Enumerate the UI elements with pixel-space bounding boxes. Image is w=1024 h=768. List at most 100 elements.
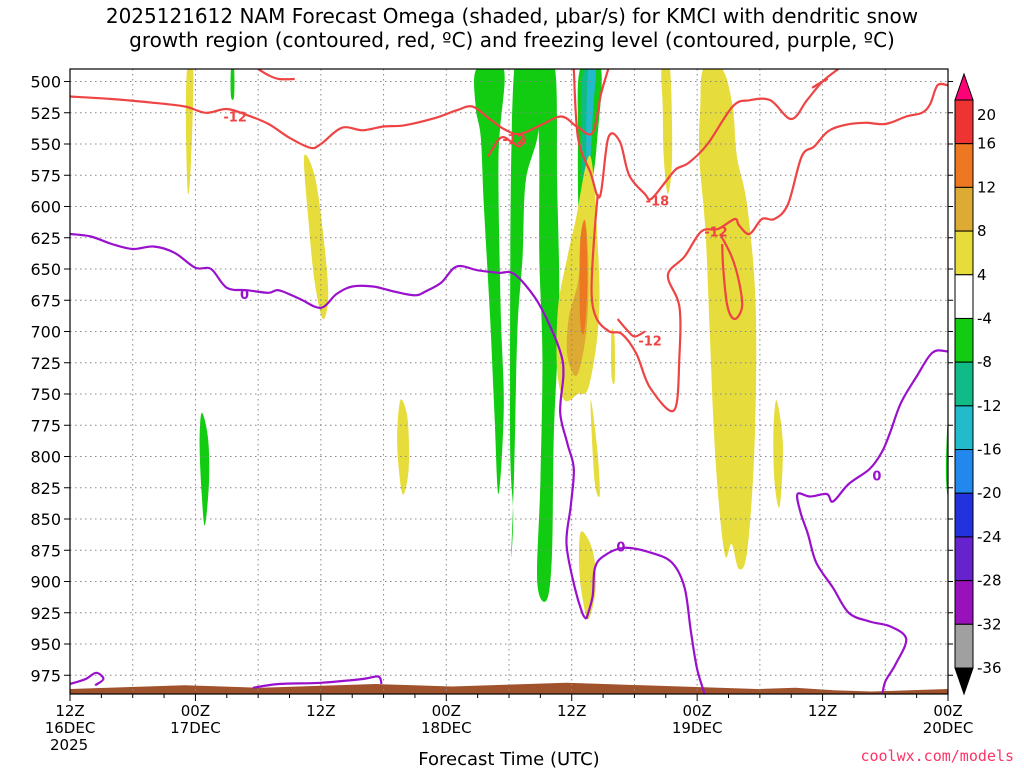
dgz-contour-red-label: -12	[502, 133, 526, 148]
y-tick-label: 975	[30, 666, 61, 685]
colorbar-label: -8	[977, 353, 992, 371]
x-tick-label: 00Z	[181, 702, 210, 720]
y-tick-label: 625	[30, 229, 61, 248]
omega-shaded-region	[579, 219, 588, 335]
colorbar-label: -4	[977, 310, 992, 328]
dgz-contour-red-label: -12	[638, 334, 662, 349]
colorbar-label: 20	[977, 106, 996, 124]
contour-layer	[70, 69, 948, 694]
omega-shaded-region	[509, 69, 541, 558]
colorbar-swatch	[954, 580, 974, 625]
chart-title-line2: growth region (contoured, red, ºC) and f…	[129, 28, 895, 52]
freezing-level-contour-purple	[70, 671, 105, 687]
x-tick-label: 12Z	[557, 702, 586, 720]
x-tick-label: 12Z	[808, 702, 837, 720]
gridlines	[69, 69, 949, 694]
freezing-level-contour-purple-label: 0	[240, 288, 249, 303]
x-axis-label: Forecast Time (UTC)	[418, 749, 599, 768]
colorbar-label: -16	[977, 441, 1002, 459]
chart-title-line1: 2025121612 NAM Forecast Omega (shaded, μ…	[105, 4, 919, 28]
colorbar-label: -12	[977, 397, 1002, 415]
omega-shaded-region	[611, 328, 615, 385]
omega-shaded-region	[661, 69, 673, 194]
y-tick-label: 900	[30, 573, 61, 592]
omega-shaded-region	[230, 69, 235, 100]
colorbar-swatch	[954, 317, 974, 363]
y-tick-label: 850	[30, 510, 61, 529]
x-tick-label: 12Z	[55, 702, 84, 720]
omega-shaded-region	[397, 399, 410, 495]
dgz-contour-red	[70, 69, 610, 150]
x-tick-label: 2025	[50, 736, 88, 754]
terrain-layer	[70, 682, 948, 694]
freezing-level-contour-purple	[795, 349, 948, 694]
contour-labels: -12 -12 -18 -12 -12 0 0 0	[223, 111, 881, 556]
y-tick-label: 950	[30, 635, 61, 654]
omega-shaded-region	[303, 154, 329, 320]
freezing-level-contour-purple-label: 0	[616, 541, 625, 556]
omega-shaded-region	[537, 69, 560, 602]
colorbar-label: -28	[977, 572, 1002, 590]
dgz-contour-red	[616, 318, 646, 338]
colorbar: 20 16 12 8 4 -4 -8 -12 -16 -20 -24 -28 -32 -36	[954, 72, 1002, 696]
y-tick-label: 575	[30, 166, 61, 185]
y-tick-label: 650	[30, 260, 61, 279]
x-tick-label: 00Z	[933, 702, 962, 720]
colorbar-swatch	[954, 143, 974, 188]
dgz-contour-red	[487, 136, 527, 158]
x-tick-label: 00Z	[682, 702, 711, 720]
colorbar-label: -36	[977, 659, 1002, 677]
x-tick-label: 20DEC	[923, 719, 974, 737]
colorbar-swatch	[954, 186, 974, 232]
colorbar-swatch	[954, 99, 974, 145]
colorbar-bottom-arrow	[954, 667, 974, 696]
colorbar-label: -20	[977, 484, 1002, 502]
dgz-contour-red	[719, 233, 744, 321]
colorbar-label: -24	[977, 528, 1002, 546]
y-tick-label: 825	[30, 479, 61, 498]
freezing-level-contour-purple	[70, 232, 588, 620]
omega-shaded-region	[698, 69, 757, 570]
dgz-contour-red-label: -18	[646, 194, 670, 209]
x-tick-label: 16DEC	[45, 719, 96, 737]
y-tick-label: 775	[30, 416, 61, 435]
y-tick-label: 725	[30, 354, 61, 373]
colorbar-top-arrow	[954, 72, 974, 101]
x-tick-label: 12Z	[306, 702, 335, 720]
y-tick-label: 550	[30, 135, 61, 154]
colorbar-label: 16	[977, 135, 996, 153]
y-tick-label: 700	[30, 323, 61, 342]
dgz-contour-red-label: -12	[704, 226, 728, 241]
omega-shaded-region	[185, 69, 194, 195]
omega-shaded-region	[474, 69, 505, 495]
omega-shaded-region	[773, 400, 783, 508]
omega-shaded-region	[586, 69, 596, 171]
x-tick-label: 18DEC	[421, 719, 472, 737]
colorbar-swatch	[954, 274, 974, 319]
colorbar-swatch	[954, 623, 974, 669]
y-tick-label: 500	[30, 73, 61, 92]
terrain-ground	[70, 682, 948, 694]
dgz-contour-red	[257, 69, 295, 81]
y-tick-label: 875	[30, 541, 61, 560]
chart-title: 2025121612 NAM Forecast Omega (shaded, μ…	[0, 4, 1024, 52]
y-tick-label: 750	[30, 385, 61, 404]
source-credit: coolwx.com/models	[860, 747, 1014, 765]
x-tick-label: 00Z	[432, 702, 461, 720]
colorbar-swatch	[954, 492, 974, 538]
colorbar-swatch	[954, 405, 974, 451]
y-tick-label: 675	[30, 291, 61, 310]
colorbar-swatch	[954, 361, 974, 407]
omega-shaded-region	[590, 399, 600, 498]
colorbar-swatch	[954, 230, 974, 276]
colorbar-swatch	[954, 449, 974, 494]
omega-shading-layer	[185, 69, 948, 620]
y-tick-label: 925	[30, 604, 61, 623]
dgz-contour-red	[590, 82, 948, 413]
colorbar-label: 12	[977, 178, 996, 196]
freezing-level-contour-purple	[585, 546, 706, 694]
y-tick-label: 525	[30, 104, 61, 123]
dgz-contour-red	[572, 69, 839, 201]
